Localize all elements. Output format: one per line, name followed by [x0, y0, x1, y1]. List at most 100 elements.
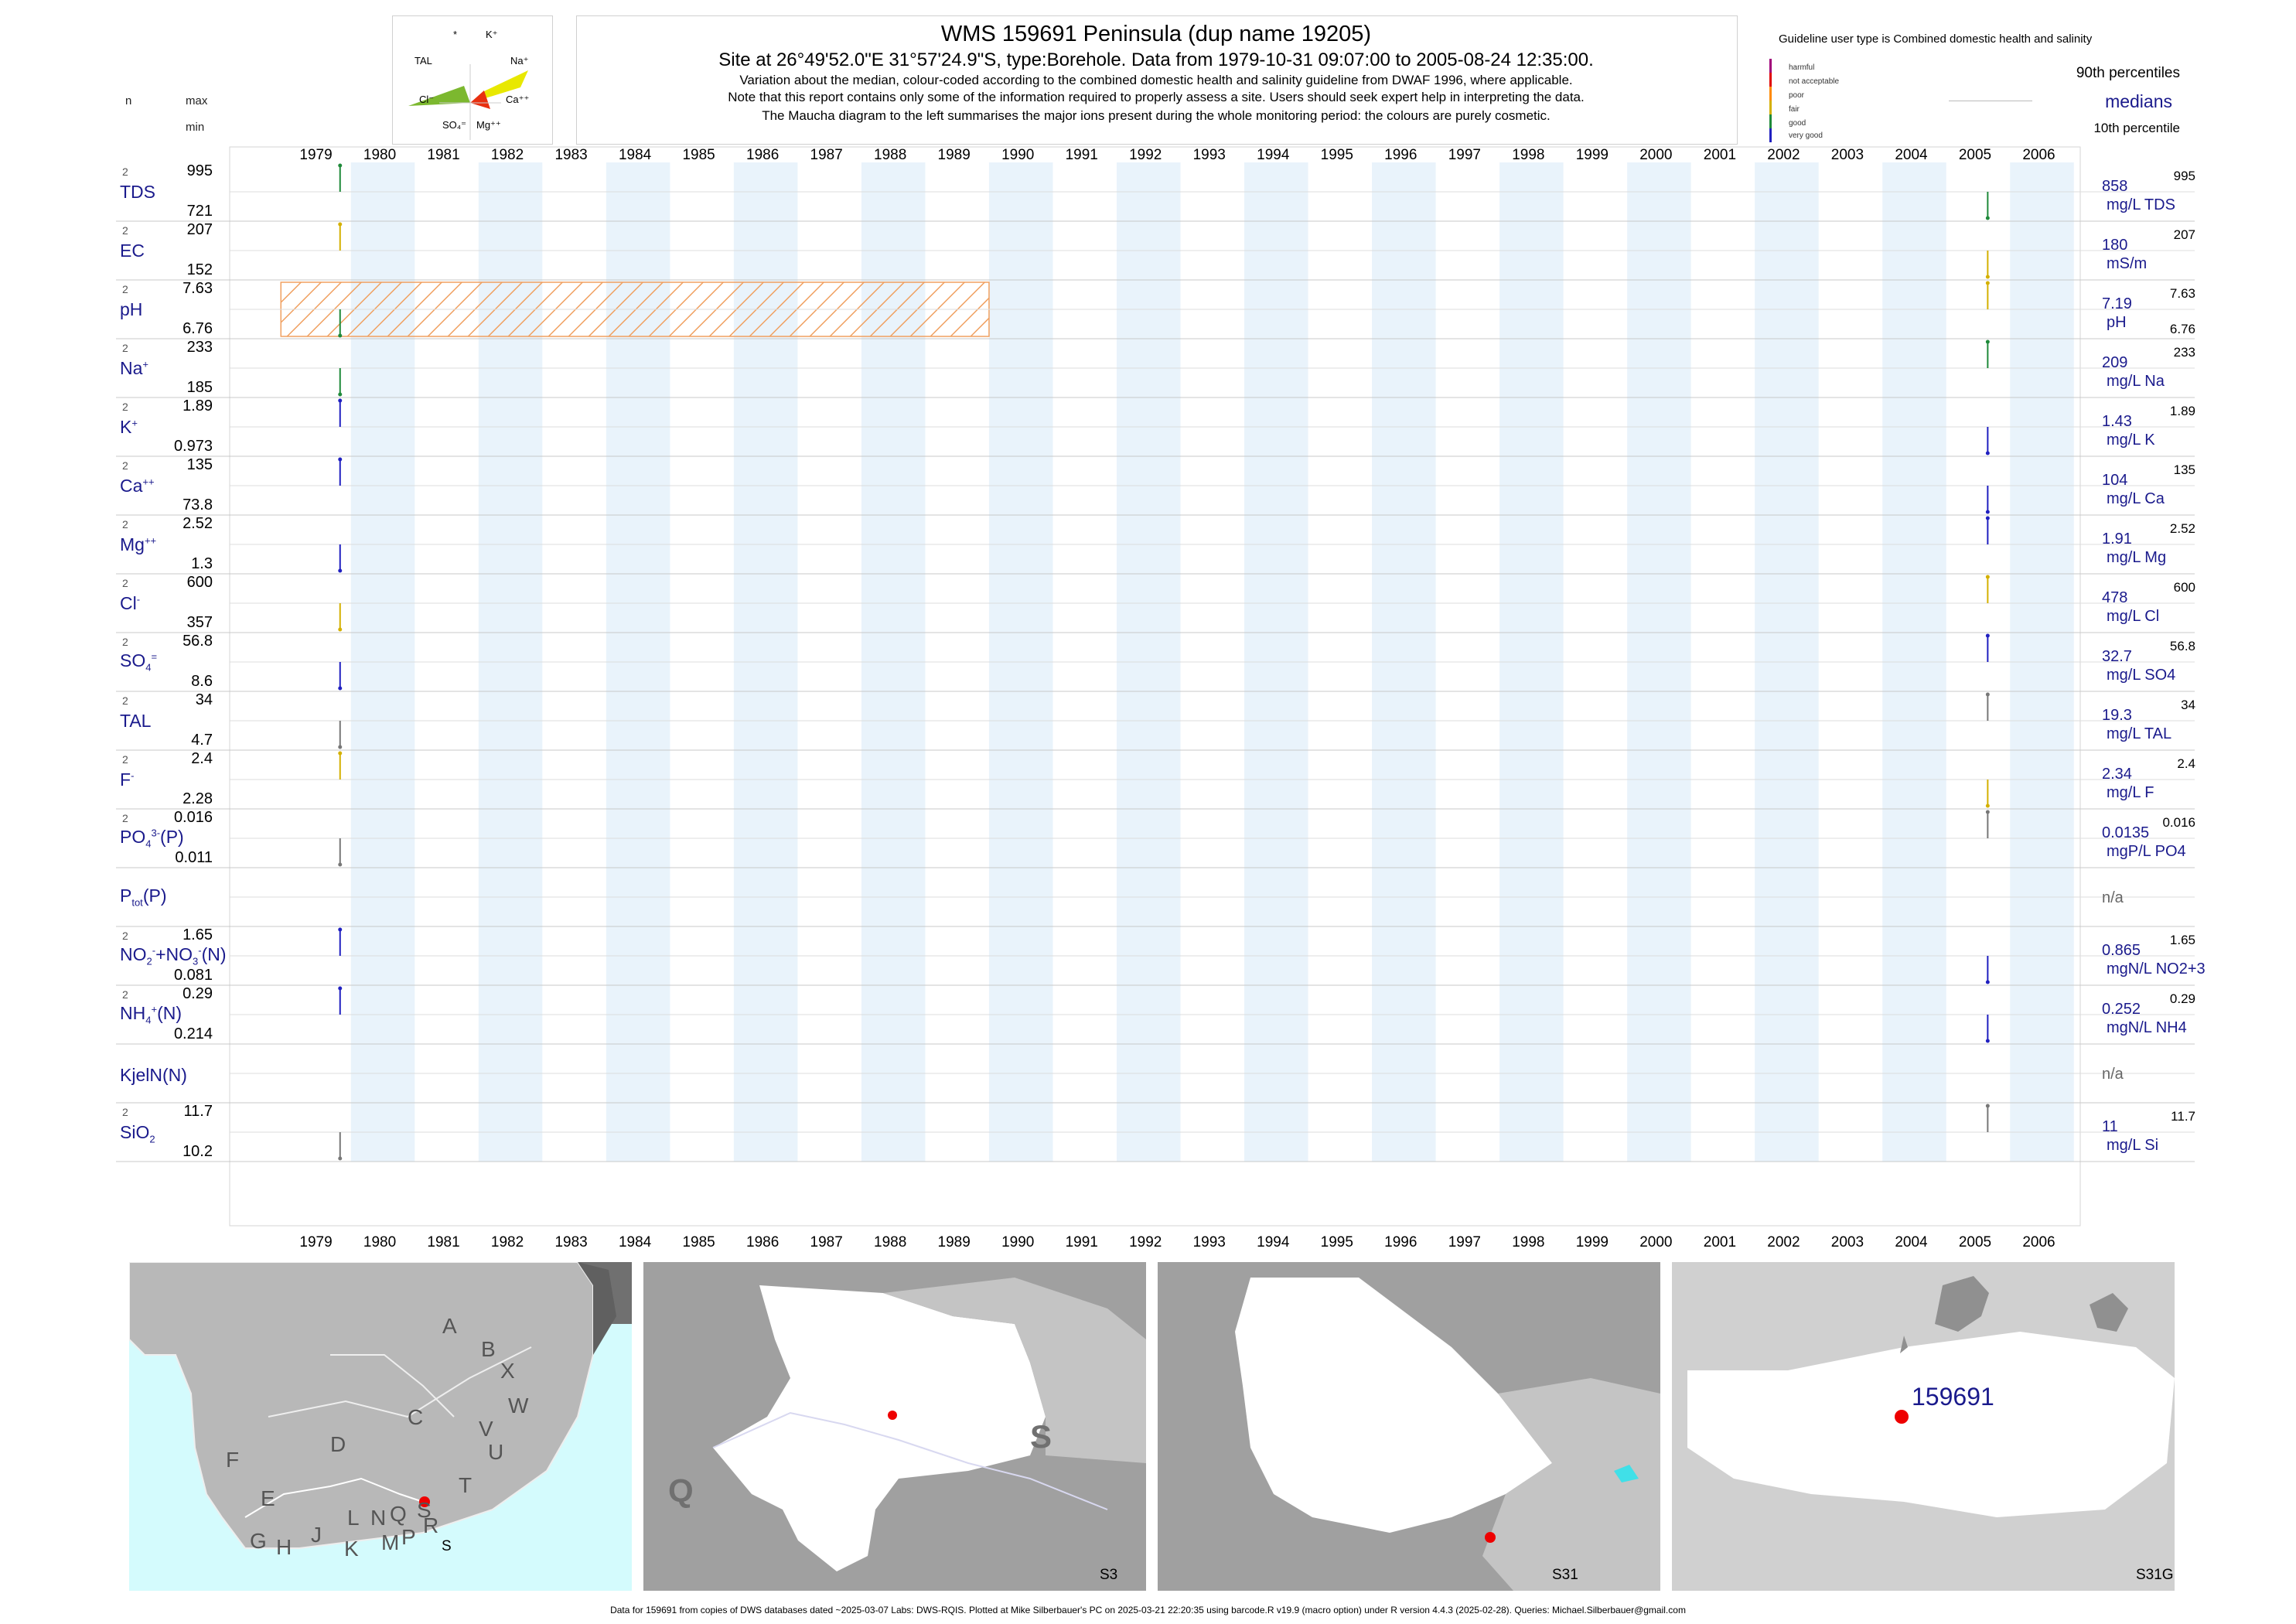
- guideline-level-harmful: harmful: [1789, 63, 1815, 72]
- note-disclaimer: Note that this report contains only some…: [728, 90, 1585, 104]
- map1-region-d: D: [330, 1432, 346, 1456]
- year-tick-top: 1984: [619, 147, 652, 163]
- map1-region-a: A: [442, 1314, 457, 1338]
- min-f: 2.28: [183, 790, 213, 807]
- maucha-diagram: * K⁺ TAL Na⁺ Cl⁻ Ca⁺⁺ SO₄⁼ Mg⁺⁺: [392, 15, 553, 145]
- min-na: 185: [186, 379, 213, 396]
- maucha-label-1: K⁺: [486, 29, 498, 40]
- median-ptot: n/a: [2102, 889, 2124, 906]
- col-header-min: min: [186, 121, 205, 134]
- map1-region-p: P: [401, 1525, 416, 1549]
- note-maucha: The Maucha diagram to the left summarise…: [762, 108, 1551, 123]
- sample-point: [1985, 692, 1990, 697]
- plot-frame: [229, 146, 2081, 1227]
- n-cl: 2: [122, 577, 128, 589]
- median-nh4: 0.252: [2102, 1001, 2141, 1018]
- maucha-label-6: SO₄⁼: [442, 119, 466, 131]
- param-label-k: K+: [120, 417, 138, 437]
- year-tick-top: 1994: [1257, 147, 1290, 163]
- year-tick-top: 1993: [1193, 147, 1226, 163]
- year-tick-top: 2003: [1831, 147, 1864, 163]
- map1-region-w: W: [508, 1394, 529, 1418]
- max-mg: 2.52: [183, 515, 213, 532]
- legend-p10: 10th percentile: [2093, 121, 2180, 135]
- map-s3: S Q S3: [643, 1262, 1146, 1591]
- max-f: 2.4: [191, 750, 213, 767]
- year-tick-bottom: 1993: [1193, 1234, 1226, 1250]
- sample-point: [338, 568, 343, 573]
- p90-no2no3: 1.65: [2169, 933, 2195, 947]
- max-tds: 995: [186, 162, 213, 179]
- year-tick-top: 1983: [554, 147, 587, 163]
- year-tick-top: 2006: [2022, 147, 2055, 163]
- unit-ca: mg/L Ca: [2107, 490, 2165, 507]
- year-tick-bottom: 1980: [363, 1234, 396, 1250]
- year-tick-top: 1997: [1448, 147, 1481, 163]
- ph-hatch-line: [970, 317, 990, 337]
- sample-point: [338, 745, 343, 749]
- n-ph: 2: [122, 283, 128, 295]
- param-label-sio2: SiO2: [120, 1122, 155, 1145]
- ph-hatch-line: [280, 281, 322, 323]
- year-tick-bottom: 1989: [938, 1234, 971, 1250]
- year-tick-top: 1991: [1066, 147, 1098, 163]
- sample-point: [338, 333, 343, 338]
- max-ec: 207: [186, 221, 213, 238]
- median-kjeln: n/a: [2102, 1066, 2124, 1083]
- min-mg: 1.3: [191, 555, 213, 572]
- unit-k: mg/L K: [2107, 432, 2155, 449]
- year-axis-bottom: 1979 1980 1981 1982 1983 1984 1985 1986 1987 1988…: [299, 1234, 2055, 1250]
- median-ec: 180: [2102, 237, 2128, 254]
- map1-region-k: K: [344, 1537, 359, 1561]
- n-tds: 2: [122, 165, 128, 178]
- max-sio2: 11.7: [183, 1103, 213, 1120]
- n-f: 2: [122, 753, 128, 766]
- unit-po4: mgP/L PO4: [2107, 843, 2186, 860]
- max-k: 1.89: [183, 397, 213, 415]
- map1-region-q: Q: [390, 1502, 407, 1526]
- guideline-title: Guideline user type is Combined domestic…: [1779, 32, 2093, 46]
- map1-region-x: X: [500, 1359, 515, 1383]
- median-k: 1.43: [2102, 413, 2132, 430]
- guideline-level-very-good: very good: [1789, 131, 1823, 140]
- year-tick-top: 1987: [810, 147, 843, 163]
- year-tick-top: 2001: [1704, 147, 1736, 163]
- guideline-colorbar: [1769, 59, 1772, 142]
- map4-label: S31G: [2136, 1567, 2174, 1583]
- median-tal: 19.3: [2102, 707, 2132, 724]
- unit-cl: mg/L Cl: [2107, 608, 2160, 625]
- sample-point: [338, 1156, 343, 1161]
- year-tick-bottom: 1981: [427, 1234, 459, 1250]
- year-tick-top: 2000: [1639, 147, 1672, 163]
- sample-point: [1985, 803, 1990, 808]
- year-tick-bottom: 1983: [554, 1234, 587, 1250]
- sample-point: [1985, 633, 1990, 638]
- max-tal: 34: [195, 691, 213, 708]
- guideline-level-poor: poor: [1789, 91, 1805, 100]
- n-po4: 2: [122, 812, 128, 824]
- col-header-n: n: [125, 94, 132, 107]
- param-label-ph: pH: [120, 299, 143, 319]
- median-f: 2.34: [2102, 766, 2132, 783]
- guideline-level-not-acceptable: not acceptable: [1789, 77, 1840, 86]
- year-tick-top: 1982: [491, 147, 524, 163]
- col-header-max: max: [186, 94, 208, 107]
- map1-label: S: [442, 1538, 452, 1554]
- param-label-tal: TAL: [120, 711, 152, 731]
- unit-tal: mg/L TAL: [2107, 725, 2172, 742]
- min-ca: 73.8: [183, 496, 213, 513]
- year-tick-bottom: 2004: [1895, 1234, 1928, 1250]
- sample-point: [1985, 575, 1990, 579]
- p90-tds: 995: [2173, 169, 2195, 183]
- year-tick-top: 1980: [363, 147, 396, 163]
- n-na: 2: [122, 342, 128, 354]
- maucha-label-3: Na⁺: [510, 55, 528, 67]
- min-ph: 6.76: [183, 320, 213, 337]
- median-po4: 0.0135: [2102, 824, 2150, 841]
- param-label-no2no3: NO2-+NO3-(N): [120, 944, 227, 967]
- param-label-kjeln: KjelN(N): [120, 1065, 187, 1085]
- maucha-label-5: Ca⁺⁺: [506, 94, 529, 105]
- median-so4: 32.7: [2102, 648, 2132, 665]
- sample-point: [1985, 510, 1990, 514]
- p90-f: 2.4: [2177, 756, 2195, 771]
